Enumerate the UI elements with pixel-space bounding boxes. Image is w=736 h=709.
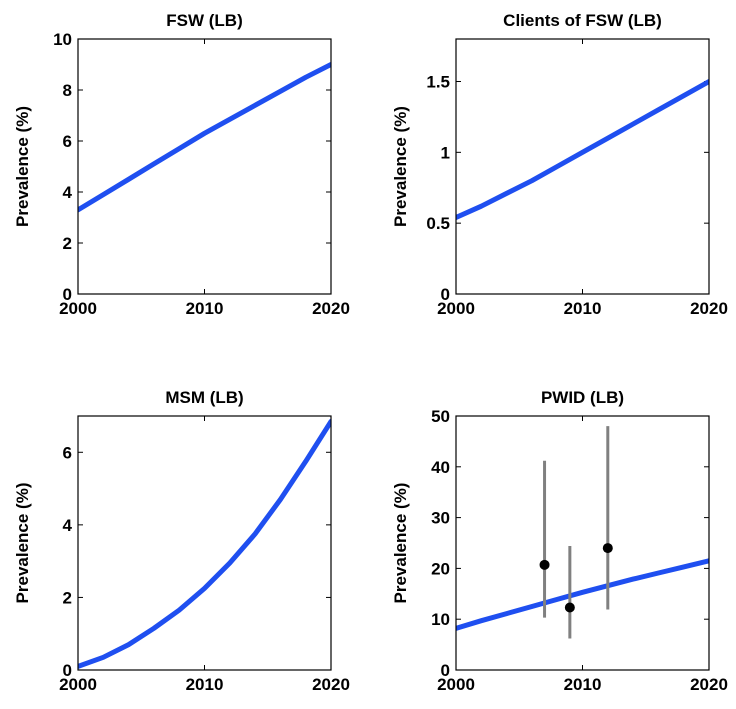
series-line: [456, 558, 709, 631]
y-tick-label: 6: [63, 132, 72, 151]
x-tick-label: 2010: [564, 675, 602, 694]
axes-frame: [455, 38, 710, 295]
x-tick-label: 2000: [59, 299, 97, 318]
y-tick-label: 2: [63, 234, 72, 253]
panel-3: MSM (LB) Prevalence (%) 0 2 4 6 2000 2010 2020: [13, 388, 350, 694]
series-line: [78, 418, 331, 669]
y-tick-label: 1: [441, 143, 450, 162]
x-tick-label: 2020: [690, 299, 728, 318]
y-tick-label: 50: [431, 407, 450, 426]
axes-frame: [77, 415, 332, 671]
data-point: [602, 543, 613, 554]
x-tick-label: 2020: [312, 299, 350, 318]
series-line: [456, 79, 709, 220]
panel-4: PWID (LB) Prevalence (%) 0 10 20 30 40 50 2000 20…: [391, 388, 728, 694]
panel-1: FSW (LB) Prevalence (%) 0 2 4 6 8 10 2000 2010 202…: [13, 11, 350, 318]
x-tick-label: 2000: [59, 675, 97, 694]
x-tick-label: 2010: [186, 675, 224, 694]
y-tick-label: 0: [63, 661, 72, 680]
y-axis-label: Prevalence (%): [13, 483, 32, 604]
y-tick-label: 0.5: [426, 214, 450, 233]
x-tick-label: 2020: [312, 675, 350, 694]
axes-frame: [455, 415, 710, 671]
y-tick-label: 20: [431, 559, 450, 578]
x-tick-label: 2000: [437, 299, 475, 318]
chart-title: Clients of FSW (LB): [503, 11, 662, 30]
y-tick-label: 0: [63, 285, 72, 304]
y-tick-label: 0: [441, 661, 450, 680]
y-axis-label: Prevalence (%): [391, 483, 410, 604]
data-point: [539, 559, 550, 570]
x-tick-label: 2020: [690, 675, 728, 694]
y-tick-label: 2: [63, 588, 72, 607]
plot-area: [456, 79, 709, 220]
y-tick-label: 1.5: [426, 73, 450, 92]
plot-area: [78, 62, 331, 213]
y-tick-label: 10: [53, 30, 72, 49]
plot-area: [456, 558, 709, 631]
y-axis-label: Prevalence (%): [391, 106, 410, 227]
x-tick-label: 2010: [564, 299, 602, 318]
y-tick-label: 6: [63, 443, 72, 462]
x-tick-label: 2010: [186, 299, 224, 318]
x-tick-label: 2000: [437, 675, 475, 694]
y-tick-label: 10: [431, 610, 450, 629]
axes-frame: [77, 38, 332, 295]
panel-2: Clients of FSW (LB) Prevalence (%) 0 0.5 1 1.…: [391, 11, 728, 318]
chart-title: FSW (LB): [166, 11, 242, 30]
y-tick-label: 40: [431, 458, 450, 477]
y-axis-label: Prevalence (%): [13, 106, 32, 227]
y-tick-label: 4: [63, 183, 73, 202]
plot-area: [78, 418, 331, 669]
y-tick-label: 30: [431, 509, 450, 528]
chart-title: PWID (LB): [541, 388, 624, 407]
data-point: [564, 602, 575, 613]
series-line: [78, 62, 331, 213]
y-tick-label: 4: [63, 516, 73, 535]
chart-title: MSM (LB): [165, 388, 243, 407]
y-tick-label: 8: [63, 81, 72, 100]
y-tick-label: 0: [441, 285, 450, 304]
